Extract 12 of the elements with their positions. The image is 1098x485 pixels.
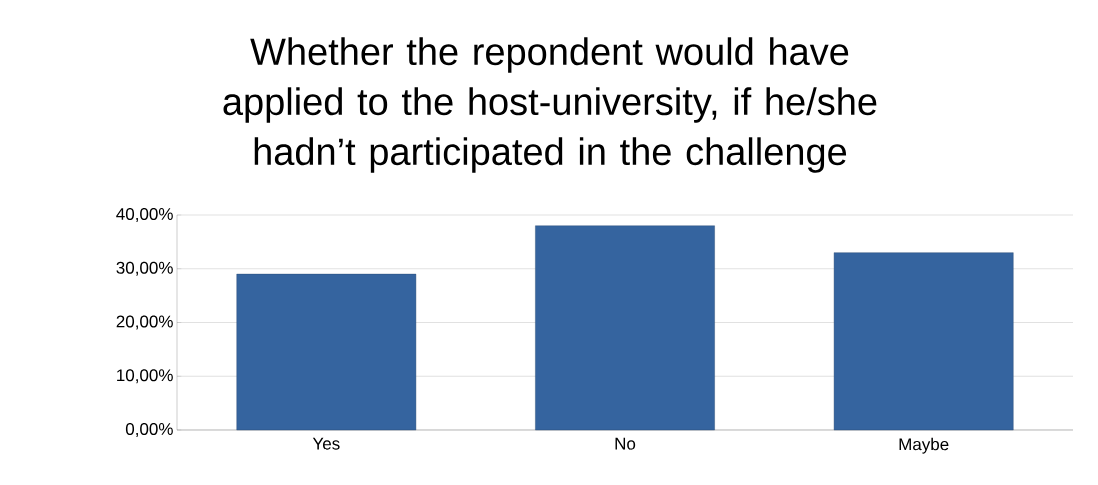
bar (236, 273, 417, 431)
y-tick-label: 10,00% (117, 369, 173, 384)
chart-title: Whether the repondent would have applied to the host-university, if he/she hadn’t participated in the challenge (223, 37, 877, 173)
bar (535, 225, 715, 431)
x-tick-label: Maybe (899, 437, 949, 454)
y-tick-label: 0,00% (125, 422, 173, 438)
bar (833, 252, 1014, 431)
x-tick-label: Yes (312, 437, 340, 450)
x-tick-label: No (615, 437, 636, 450)
y-tick-label: 30,00% (116, 261, 173, 276)
y-tick-label: 20,00% (116, 315, 173, 330)
y-tick-label: 40,00% (116, 207, 173, 223)
